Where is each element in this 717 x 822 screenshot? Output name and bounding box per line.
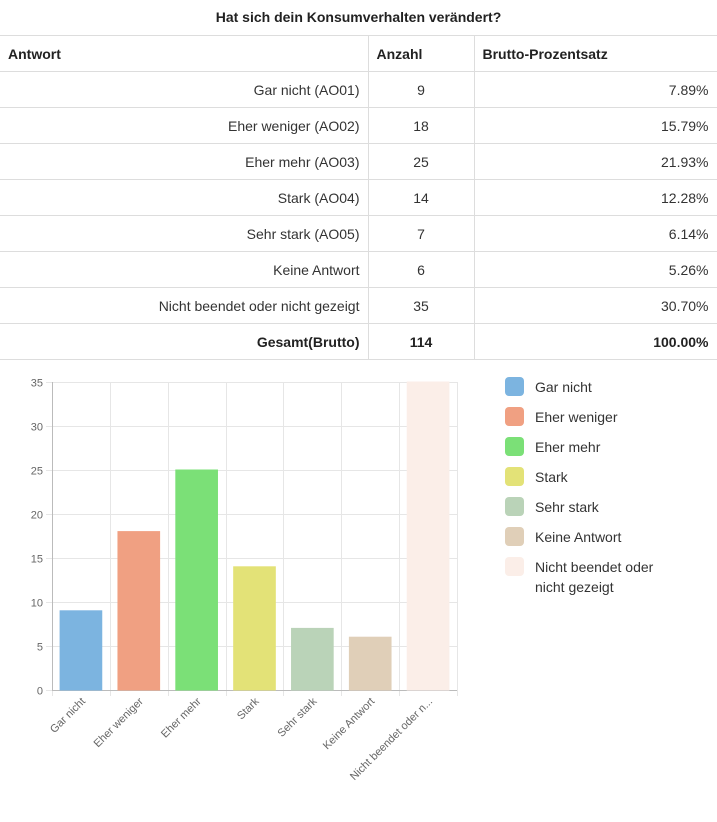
y-tick-label: 0 <box>37 686 43 698</box>
x-tick-label: Stark <box>235 695 262 722</box>
row-answer: Gar nicht (AO01) <box>0 71 368 108</box>
table-row: Stark (AO04) 14 12.28% <box>0 179 717 216</box>
results-table: Antwort Anzahl Brutto-Prozentsatz Gar ni… <box>0 35 717 360</box>
legend-label: Eher mehr <box>535 439 601 455</box>
legend-item[interactable]: Stark <box>505 465 705 495</box>
row-count: 18 <box>367 107 474 144</box>
row-count: 35 <box>367 287 474 324</box>
x-tick-label: Keine Antwort <box>321 696 377 752</box>
legend-swatch <box>505 407 524 426</box>
bar-1 <box>59 610 103 691</box>
row-answer: Eher mehr (AO03) <box>0 143 368 180</box>
row-answer: Keine Antwort <box>0 251 368 288</box>
row-percent: 15.79% <box>473 107 717 144</box>
row-answer: Nicht beendet oder nicht gezeigt <box>0 287 368 324</box>
x-tick-label: Sehr stark <box>276 695 320 739</box>
x-tick-label: Gar nicht <box>48 696 88 736</box>
row-answer: Eher weniger (AO02) <box>0 107 368 144</box>
header-percent: Brutto-Prozentsatz <box>473 35 717 72</box>
row-count: 6 <box>367 251 474 288</box>
y-tick-label: 10 <box>31 598 43 610</box>
row-percent: 7.89% <box>473 71 717 108</box>
chart-legend: Gar nicht Eher weniger Eher mehr Stark Sehr … <box>505 375 705 603</box>
bar-6 <box>348 636 392 691</box>
table-row: Keine Antwort 6 5.26% <box>0 251 717 288</box>
row-count: 14 <box>367 179 474 216</box>
y-tick-label: 30 <box>31 422 43 434</box>
legend-swatch <box>505 377 524 396</box>
legend-item[interactable]: Gar nicht <box>505 375 705 405</box>
y-tick-label: 20 <box>31 510 43 522</box>
y-tick-label: 25 <box>31 466 43 478</box>
header-answer: Antwort <box>0 35 368 72</box>
legend-swatch <box>505 497 524 516</box>
legend-item[interactable]: Nicht beendet oder nicht gezeigt <box>505 555 705 603</box>
legend-item[interactable]: Eher mehr <box>505 435 705 465</box>
y-tick-label: 5 <box>37 642 43 654</box>
legend-label: Nicht beendet oder nicht gezeigt <box>535 559 654 595</box>
legend-item[interactable]: Keine Antwort <box>505 525 705 555</box>
legend-label: Gar nicht <box>535 379 592 395</box>
row-percent: 5.26% <box>473 251 717 288</box>
row-answer: Sehr stark (AO05) <box>0 215 368 252</box>
row-count: 9 <box>367 71 474 108</box>
legend-item[interactable]: Eher weniger <box>505 405 705 435</box>
x-tick-label: Eher weniger <box>92 695 147 750</box>
legend-label: Eher weniger <box>535 409 618 425</box>
row-answer: Stark (AO04) <box>0 179 368 216</box>
y-tick-label: 35 <box>31 378 43 390</box>
legend-label: Stark <box>535 469 568 485</box>
legend-swatch <box>505 527 524 546</box>
row-percent: 30.70% <box>473 287 717 324</box>
table-row: Eher mehr (AO03) 25 21.93% <box>0 143 717 180</box>
bar-4 <box>233 566 276 691</box>
legend-label: Keine Antwort <box>535 529 622 545</box>
row-percent: 21.93% <box>473 143 717 180</box>
legend-label: Sehr stark <box>535 499 599 515</box>
x-tick-label: Eher mehr <box>159 695 204 740</box>
table-row: Sehr stark (AO05) 7 6.14% <box>0 215 717 252</box>
table-row: Nicht beendet oder nicht gezeigt 35 30.7… <box>0 287 717 324</box>
row-count: 25 <box>367 143 474 180</box>
total-count: 114 <box>367 323 474 360</box>
bar-3 <box>175 469 218 691</box>
bar-chart: 0 5 10 15 20 25 30 35 Gar nicht Eher weniger Eher … <box>31 378 458 783</box>
table-total-row: Gesamt(Brutto) 114 100.00% <box>0 323 717 360</box>
header-count: Anzahl <box>367 35 474 72</box>
table-row: Gar nicht (AO01) 9 7.89% <box>0 71 717 108</box>
y-tick-label: 15 <box>31 554 43 566</box>
total-percent: 100.00% <box>473 323 717 360</box>
total-answer: Gesamt(Brutto) <box>0 323 368 360</box>
row-percent: 6.14% <box>473 215 717 252</box>
bar-2 <box>117 531 161 691</box>
legend-swatch <box>505 437 524 456</box>
bar-5 <box>291 627 334 691</box>
legend-swatch <box>505 557 524 576</box>
table-header-row: Antwort Anzahl Brutto-Prozentsatz <box>0 35 717 72</box>
legend-swatch <box>505 467 524 486</box>
row-count: 7 <box>367 215 474 252</box>
table-row: Eher weniger (AO02) 18 15.79% <box>0 107 717 144</box>
legend-item[interactable]: Sehr stark <box>505 495 705 525</box>
chart-title: Hat sich dein Konsumverhalten verändert? <box>215 9 502 25</box>
bar-7 <box>406 381 450 691</box>
row-percent: 12.28% <box>473 179 717 216</box>
